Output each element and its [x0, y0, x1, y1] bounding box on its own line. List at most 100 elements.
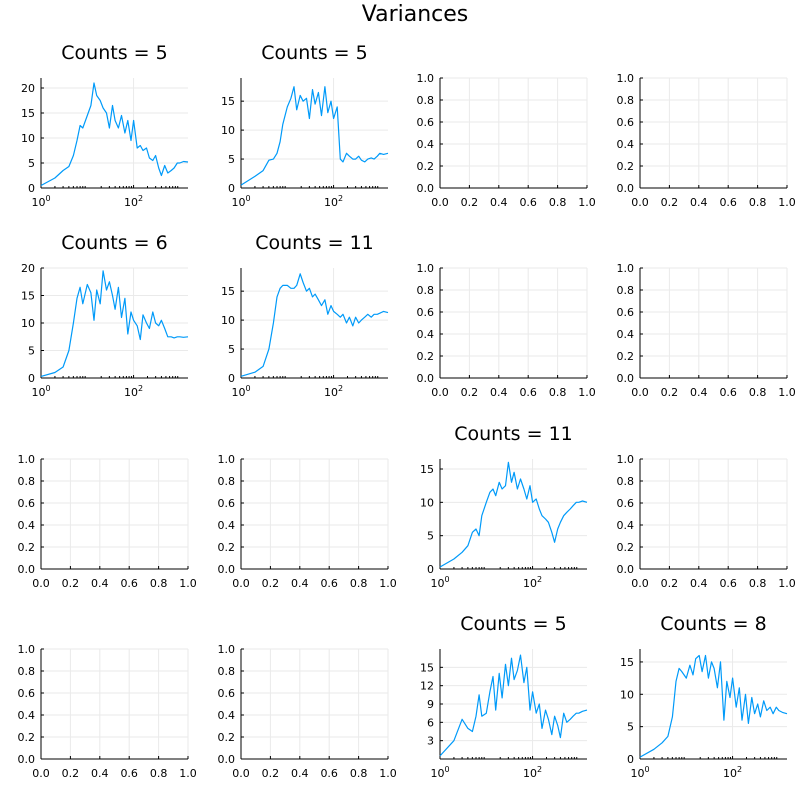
- y-tick-label: 5: [427, 530, 434, 543]
- y-tick-label: 0.0: [218, 753, 236, 766]
- y-tick-label: 15: [420, 463, 434, 476]
- x-tick-label: 102: [124, 194, 143, 209]
- x-tick-label: 0.0: [631, 577, 649, 590]
- x-tick-label: 1.0: [778, 577, 796, 590]
- x-tick-label: 0.8: [150, 767, 168, 780]
- variance-series-line: [439, 654, 588, 757]
- subplot-3-1: 0.0 0.2 0.4 0.6 0.8 1.0 0.0 0.2 0.4 0.6 0.8 1.0: [18, 453, 197, 590]
- x-tick-label: 0.2: [661, 577, 679, 590]
- x-tick-label: 0.6: [320, 767, 338, 780]
- variance-series-line: [439, 461, 588, 568]
- y-tick-label: 0.0: [18, 563, 36, 576]
- x-tick-label: 1.0: [778, 196, 796, 209]
- y-tick-label: 0.2: [417, 350, 435, 363]
- subplot-2-1: 0 5 10 15 20 100 102 Counts = 6: [21, 232, 189, 399]
- x-tick-label: 1.0: [778, 386, 796, 399]
- x-tick-label: 100: [231, 194, 250, 209]
- y-tick-label: 0.2: [417, 160, 435, 173]
- subplot-2-4: 0.0 0.2 0.4 0.6 0.8 1.0 0.0 0.2 0.4 0.6 0.8 1.0: [617, 262, 796, 399]
- subplot-title: Counts = 8: [660, 613, 766, 635]
- subplot-3-2: 0.0 0.2 0.4 0.6 0.8 1.0 0.0 0.2 0.4 0.6 0.8 1.0: [218, 453, 397, 590]
- x-tick-label: 0.2: [461, 386, 479, 399]
- x-tick-label: 0.2: [661, 196, 679, 209]
- y-tick-label: 0.2: [617, 541, 635, 554]
- x-tick-label: 0.0: [232, 577, 250, 590]
- y-tick-label: 6: [427, 716, 434, 729]
- y-tick-label: 1.0: [617, 72, 635, 85]
- x-tick-label: 1.0: [578, 386, 596, 399]
- subplot-4-4: 0 5 10 15 100 102 Counts = 8: [620, 613, 788, 780]
- y-tick-label: 0.4: [417, 138, 435, 151]
- x-tick-label: 0.4: [91, 767, 109, 780]
- y-tick-label: 0: [228, 182, 235, 195]
- x-tick-label: 0.0: [631, 196, 649, 209]
- y-tick-label: 0.8: [617, 475, 635, 488]
- y-tick-label: 0.6: [417, 306, 435, 319]
- x-tick-label: 0.2: [461, 196, 479, 209]
- y-tick-label: 0.4: [18, 519, 36, 532]
- y-tick-label: 0.8: [18, 475, 36, 488]
- x-tick-label: 0.8: [549, 196, 567, 209]
- y-tick-label: 5: [228, 343, 235, 356]
- x-tick-label: 0.2: [62, 767, 80, 780]
- y-tick-label: 0.8: [617, 284, 635, 297]
- x-tick-label: 0.8: [350, 577, 368, 590]
- y-tick-label: 0.0: [617, 563, 635, 576]
- subplot-title: Counts = 11: [454, 423, 573, 445]
- x-tick-label: 100: [430, 765, 449, 780]
- y-tick-label: 0.8: [218, 665, 236, 678]
- subplot-3-4: 0.0 0.2 0.4 0.6 0.8 1.0 0.0 0.2 0.4 0.6 0.8 1.0: [617, 453, 796, 590]
- y-tick-label: 0.4: [617, 328, 635, 341]
- subplot-title: Counts = 11: [255, 232, 374, 254]
- x-tick-label: 0.2: [262, 767, 280, 780]
- y-tick-label: 5: [28, 345, 35, 358]
- x-tick-label: 0.0: [631, 386, 649, 399]
- y-tick-label: 1.0: [18, 643, 36, 656]
- y-tick-label: 1.0: [218, 643, 236, 656]
- x-tick-label: 100: [430, 575, 449, 590]
- x-tick-label: 0.4: [690, 577, 708, 590]
- subplot-1-1: 0 5 10 15 20 100 102 Counts = 5: [21, 42, 189, 209]
- subplot-title: Counts = 5: [261, 42, 367, 64]
- y-tick-label: 15: [21, 290, 35, 303]
- x-tick-label: 0.4: [490, 196, 508, 209]
- variance-series-line: [40, 82, 189, 187]
- x-tick-label: 102: [723, 765, 742, 780]
- x-tick-label: 0.4: [291, 767, 309, 780]
- subplot-1-2: 0 5 10 15 100 102 Counts = 5: [221, 42, 389, 209]
- x-tick-label: 100: [231, 384, 250, 399]
- y-tick-label: 0.4: [617, 138, 635, 151]
- x-tick-label: 0.6: [519, 196, 537, 209]
- x-tick-label: 0.8: [749, 386, 767, 399]
- y-tick-label: 0.0: [617, 372, 635, 385]
- subplot-title: Counts = 5: [61, 42, 167, 64]
- y-tick-label: 0.8: [417, 94, 435, 107]
- x-tick-label: 0.4: [490, 386, 508, 399]
- y-tick-label: 0.6: [18, 687, 36, 700]
- x-tick-label: 0.6: [120, 767, 138, 780]
- x-tick-label: 102: [324, 194, 343, 209]
- x-tick-label: 0.0: [431, 196, 449, 209]
- y-tick-label: 0.4: [218, 709, 236, 722]
- x-tick-label: 0.8: [749, 196, 767, 209]
- y-tick-label: 0: [627, 753, 634, 766]
- variance-series-line: [240, 273, 389, 377]
- x-tick-label: 0.2: [661, 386, 679, 399]
- y-tick-label: 0.2: [218, 541, 236, 554]
- y-tick-label: 0.6: [617, 306, 635, 319]
- y-tick-label: 0.0: [417, 372, 435, 385]
- variance-series-line: [40, 270, 189, 377]
- subplot-1-3: 0.0 0.2 0.4 0.6 0.8 1.0 0.0 0.2 0.4 0.6 0.8 1.0: [417, 72, 596, 209]
- y-tick-label: 12: [420, 680, 434, 693]
- y-tick-label: 0.4: [218, 519, 236, 532]
- x-tick-label: 1.0: [179, 767, 197, 780]
- x-tick-label: 0.6: [320, 577, 338, 590]
- y-tick-label: 0.0: [18, 753, 36, 766]
- y-tick-label: 0.0: [417, 182, 435, 195]
- subplot-4-3: 3 6 9 12 15 100 102 Counts = 5: [420, 613, 588, 780]
- x-tick-label: 1.0: [379, 767, 397, 780]
- x-tick-label: 0.0: [232, 767, 250, 780]
- figure-title: Variances: [362, 2, 469, 27]
